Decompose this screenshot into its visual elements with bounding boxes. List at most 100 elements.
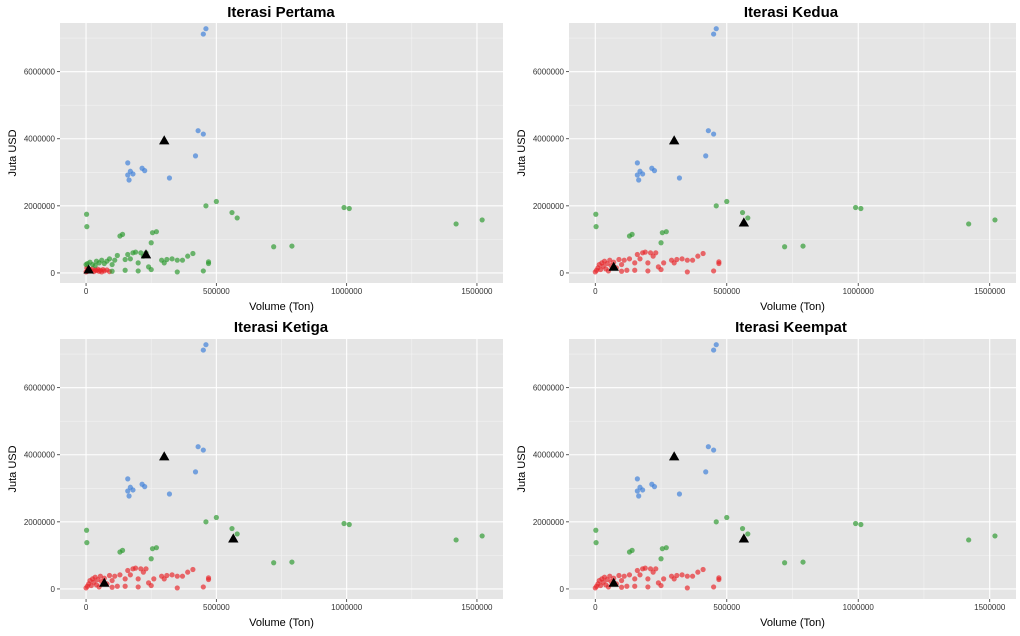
data-point-red bbox=[658, 266, 664, 273]
data-point-green bbox=[593, 211, 599, 217]
x-tick-label: 500000 bbox=[203, 287, 230, 296]
data-point-green bbox=[713, 203, 719, 209]
data-point-green bbox=[745, 531, 751, 537]
data-point-green bbox=[739, 209, 746, 216]
data-point-green bbox=[593, 224, 599, 230]
data-point-green bbox=[479, 533, 485, 539]
data-point-blue bbox=[125, 476, 131, 482]
data-point-blue bbox=[200, 31, 206, 37]
data-point-blue bbox=[142, 484, 148, 490]
data-point-green bbox=[83, 211, 90, 217]
data-point-green bbox=[174, 269, 180, 275]
data-point-green bbox=[213, 198, 219, 205]
x-tick-label: 1500000 bbox=[461, 603, 493, 612]
data-point-red bbox=[135, 584, 141, 590]
data-point-green bbox=[132, 249, 139, 255]
data-point-green bbox=[593, 540, 599, 546]
data-point-red bbox=[684, 257, 690, 263]
data-point-blue bbox=[130, 171, 136, 177]
data-point-red bbox=[632, 260, 638, 266]
data-point-red bbox=[661, 576, 667, 582]
data-point-green bbox=[149, 230, 156, 236]
data-point-blue bbox=[126, 493, 132, 499]
data-point-green bbox=[109, 261, 115, 268]
chart-title: Iterasi Ketiga bbox=[234, 319, 329, 336]
data-point-green bbox=[179, 257, 186, 263]
data-point-red bbox=[674, 256, 680, 263]
centroid-marker bbox=[159, 135, 170, 145]
data-point-red bbox=[122, 583, 128, 589]
x-tick-label: 0 bbox=[593, 287, 598, 296]
data-point-blue bbox=[705, 444, 711, 450]
data-point-red bbox=[645, 576, 651, 582]
data-point-red bbox=[607, 257, 613, 263]
data-point-red bbox=[711, 268, 717, 274]
data-point-blue bbox=[192, 153, 199, 159]
data-point-red bbox=[117, 572, 123, 578]
data-point-red bbox=[127, 572, 133, 578]
data-point-green bbox=[200, 268, 206, 274]
data-point-green bbox=[782, 560, 788, 566]
data-point-blue bbox=[640, 171, 646, 177]
data-point-green bbox=[109, 268, 115, 274]
data-point-green bbox=[341, 520, 347, 527]
data-point-red bbox=[132, 565, 139, 571]
data-point-blue bbox=[126, 177, 132, 183]
y-tick-label: 4000000 bbox=[24, 451, 56, 460]
data-point-red bbox=[616, 572, 622, 579]
data-point-green bbox=[346, 205, 352, 212]
data-point-green bbox=[629, 547, 635, 553]
data-point-green bbox=[114, 252, 120, 259]
y-tick-label: 6000000 bbox=[24, 68, 56, 77]
data-point-red bbox=[679, 256, 685, 262]
data-point-green bbox=[203, 519, 209, 525]
data-point-red bbox=[700, 566, 706, 573]
chart-panel-1: 0 500000 1000000 1500000 0 2000000 4000000 6000… bbox=[7, 4, 503, 313]
data-point-green bbox=[153, 229, 160, 235]
data-point-red bbox=[616, 256, 622, 263]
data-point-blue bbox=[195, 128, 201, 134]
y-axis-title: Juta USD bbox=[7, 129, 19, 176]
data-point-green bbox=[858, 205, 864, 212]
centroid-marker bbox=[608, 577, 619, 587]
data-point-red bbox=[642, 565, 648, 571]
x-tick-label: 0 bbox=[84, 287, 89, 296]
data-point-green bbox=[83, 527, 90, 533]
data-point-green bbox=[745, 215, 751, 221]
data-point-red bbox=[174, 573, 180, 579]
data-point-green bbox=[853, 520, 859, 527]
data-point-green bbox=[966, 221, 972, 227]
y-tick-label: 6000000 bbox=[533, 68, 565, 77]
data-point-red bbox=[607, 573, 613, 579]
y-tick-label: 0 bbox=[560, 269, 565, 278]
data-point-red bbox=[689, 257, 696, 263]
x-tick-label: 500000 bbox=[713, 287, 740, 296]
centroid-marker bbox=[738, 533, 750, 543]
data-point-green bbox=[289, 243, 295, 249]
data-point-red bbox=[634, 567, 640, 574]
data-point-blue bbox=[634, 160, 640, 166]
data-point-green bbox=[149, 546, 156, 552]
data-point-red bbox=[626, 572, 633, 578]
data-point-blue bbox=[713, 342, 719, 348]
data-point-green bbox=[782, 244, 788, 250]
data-point-green bbox=[453, 221, 459, 227]
data-point-green bbox=[185, 253, 191, 259]
data-point-green bbox=[190, 250, 196, 257]
data-point-blue bbox=[651, 168, 658, 174]
data-point-red bbox=[661, 260, 667, 266]
y-tick-label: 2000000 bbox=[24, 202, 56, 211]
data-point-green bbox=[148, 240, 154, 246]
data-point-blue bbox=[640, 487, 646, 493]
chart-panel-2: 0 500000 1000000 1500000 0 2000000 4000000 6000… bbox=[516, 4, 1016, 313]
data-point-red bbox=[618, 261, 625, 268]
data-point-blue bbox=[711, 347, 717, 353]
data-point-red bbox=[618, 268, 625, 274]
data-point-blue bbox=[200, 131, 206, 137]
data-point-red bbox=[689, 573, 696, 579]
data-point-green bbox=[479, 217, 485, 223]
data-point-blue bbox=[203, 342, 209, 348]
data-point-green bbox=[203, 203, 209, 209]
data-point-red bbox=[97, 573, 103, 579]
